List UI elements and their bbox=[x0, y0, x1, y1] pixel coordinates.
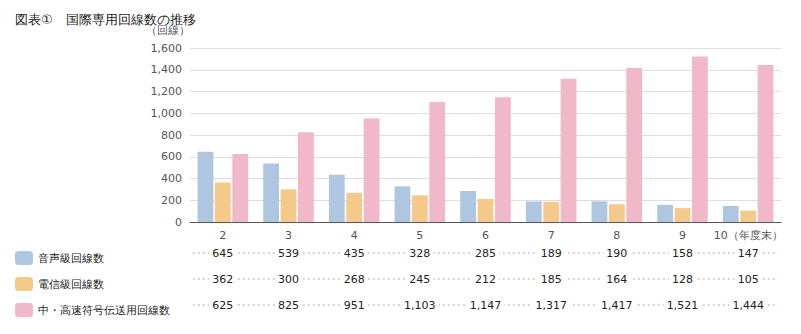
svg-text:158: 158 bbox=[672, 247, 693, 260]
svg-text:645: 645 bbox=[212, 247, 233, 260]
svg-text:1,417: 1,417 bbox=[601, 299, 633, 312]
svg-text:268: 268 bbox=[344, 273, 365, 286]
svg-text:185: 185 bbox=[541, 273, 562, 286]
svg-text:625: 625 bbox=[212, 299, 233, 312]
svg-text:212: 212 bbox=[475, 273, 496, 286]
svg-text:245: 245 bbox=[409, 273, 430, 286]
svg-text:図表① 国際専用回線数の推移: 図表① 国際専用回線数の推移 bbox=[15, 12, 196, 27]
svg-text:200: 200 bbox=[161, 194, 182, 207]
svg-text:105: 105 bbox=[738, 273, 759, 286]
svg-text:0: 0 bbox=[175, 216, 182, 229]
svg-text:1,521: 1,521 bbox=[667, 299, 699, 312]
svg-text:2: 2 bbox=[219, 229, 226, 242]
svg-text:7: 7 bbox=[548, 229, 555, 242]
svg-text:951: 951 bbox=[344, 299, 365, 312]
svg-text:音声級回線数: 音声級回線数 bbox=[38, 252, 104, 265]
svg-text:1,317: 1,317 bbox=[535, 299, 567, 312]
svg-text:1,444: 1,444 bbox=[732, 299, 764, 312]
svg-text:128: 128 bbox=[672, 273, 693, 286]
svg-text:328: 328 bbox=[409, 247, 430, 260]
svg-text:5: 5 bbox=[416, 229, 423, 242]
svg-text:164: 164 bbox=[606, 273, 627, 286]
svg-text:825: 825 bbox=[278, 299, 299, 312]
svg-text:362: 362 bbox=[212, 273, 233, 286]
svg-text:1,600: 1,600 bbox=[151, 42, 183, 55]
svg-text:中・高速符号伝送用回線数: 中・高速符号伝送用回線数 bbox=[38, 304, 170, 317]
svg-text:435: 435 bbox=[344, 247, 365, 260]
svg-text:8: 8 bbox=[613, 229, 620, 242]
svg-text:800: 800 bbox=[161, 129, 182, 142]
svg-text:10（年度末）: 10（年度末） bbox=[714, 229, 783, 242]
svg-text:189: 189 bbox=[541, 247, 562, 260]
svg-text:電信級回線数: 電信級回線数 bbox=[38, 278, 104, 291]
svg-text:1,147: 1,147 bbox=[470, 299, 502, 312]
svg-text:3: 3 bbox=[285, 229, 292, 242]
svg-text:1,103: 1,103 bbox=[404, 299, 436, 312]
svg-text:6: 6 bbox=[482, 229, 489, 242]
svg-text:400: 400 bbox=[161, 172, 182, 185]
svg-text:285: 285 bbox=[475, 247, 496, 260]
svg-text:1,400: 1,400 bbox=[151, 63, 183, 76]
svg-text:190: 190 bbox=[606, 247, 627, 260]
svg-text:300: 300 bbox=[278, 273, 299, 286]
svg-text:147: 147 bbox=[738, 247, 759, 260]
svg-text:1,200: 1,200 bbox=[151, 85, 183, 98]
svg-text:539: 539 bbox=[278, 247, 299, 260]
svg-text:9: 9 bbox=[679, 229, 686, 242]
svg-text:（回線）: （回線） bbox=[146, 24, 190, 37]
svg-text:1,000: 1,000 bbox=[151, 107, 183, 120]
svg-text:600: 600 bbox=[161, 150, 182, 163]
svg-text:4: 4 bbox=[351, 229, 358, 242]
